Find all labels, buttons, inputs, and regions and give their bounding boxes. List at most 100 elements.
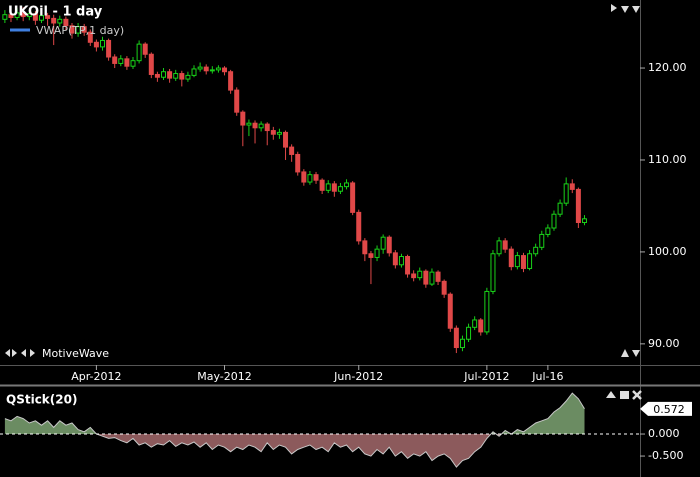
candle-body <box>581 218 587 223</box>
x-tick-label: May-2012 <box>197 370 252 383</box>
candle-body <box>173 73 179 79</box>
candle-body <box>124 58 130 67</box>
candle-body <box>75 26 81 34</box>
candle-body <box>283 131 289 148</box>
candle-body <box>545 227 551 235</box>
candle-body <box>161 71 167 78</box>
x-tick-label: Jun-2012 <box>333 370 383 383</box>
candle-body <box>112 56 118 64</box>
branding: MotiveWave <box>42 347 109 360</box>
candle-body <box>93 41 99 48</box>
icon <box>620 391 629 399</box>
candle-body <box>81 26 87 33</box>
candle-body <box>472 319 478 328</box>
candle-body <box>51 17 57 24</box>
candle-body <box>569 183 575 190</box>
candle-body <box>435 271 441 282</box>
indicator <box>0 392 640 468</box>
y-tick-label: 100.00 <box>648 245 687 258</box>
candle-body <box>276 131 282 135</box>
candle-body <box>246 122 252 126</box>
candle-body <box>563 183 569 204</box>
candle-body <box>447 293 453 329</box>
candle-body <box>87 31 93 43</box>
candle-body <box>240 111 246 126</box>
candle-body <box>191 68 197 76</box>
candle-body <box>429 271 435 285</box>
candle-body <box>386 236 392 254</box>
candle-body <box>337 186 343 192</box>
candle-body <box>459 338 465 349</box>
y-tick-label: -0.500 <box>648 449 683 462</box>
icon <box>632 350 640 357</box>
icon <box>632 6 640 13</box>
candle-body <box>313 174 319 181</box>
candle-body <box>270 130 276 135</box>
candle-body <box>502 240 508 250</box>
icon <box>12 349 17 357</box>
icon <box>632 390 642 400</box>
candle-body <box>466 326 472 340</box>
x-tick-label: Apr-2012 <box>71 370 121 383</box>
candle-body <box>453 327 459 349</box>
candles <box>2 7 587 354</box>
candle-body <box>136 43 142 62</box>
y-tick-label: 0.000 <box>648 427 680 440</box>
icon <box>621 349 629 357</box>
candle-body <box>417 270 423 279</box>
value-pointer <box>640 401 692 416</box>
candle-body <box>130 60 136 67</box>
candle-body <box>228 71 234 91</box>
candle-body <box>63 18 69 27</box>
candle-body <box>203 66 209 72</box>
candle-body <box>350 182 356 213</box>
nav-icons <box>5 4 642 400</box>
y-tick-label: 120.00 <box>648 61 687 74</box>
candle-body <box>508 248 514 268</box>
candle-body <box>368 253 374 258</box>
candle-body <box>423 270 429 285</box>
y-tick-label: 90.00 <box>648 337 680 350</box>
qstick-area <box>4 393 585 468</box>
candle-body <box>222 67 228 73</box>
candle-body <box>154 73 160 78</box>
candle-body <box>264 123 270 132</box>
candle-body <box>374 248 380 258</box>
icon <box>621 6 629 13</box>
candle-body <box>527 253 533 269</box>
candle-body <box>185 74 191 80</box>
candle-body <box>380 236 386 250</box>
qstick-line <box>4 392 585 468</box>
candle-body <box>234 89 240 113</box>
candle-body <box>411 273 417 279</box>
candle-body <box>301 171 307 183</box>
candle-body <box>209 69 215 72</box>
candle-body <box>32 13 38 21</box>
candle-body <box>2 14 8 20</box>
candle-body <box>45 15 51 19</box>
icon <box>5 349 10 357</box>
candle-body <box>14 12 20 18</box>
icon <box>611 4 617 12</box>
legend-entry: VWAP(TP,1 day) <box>36 24 124 37</box>
candle-body <box>539 233 545 248</box>
candle-body <box>8 14 14 18</box>
candle-body <box>20 12 26 18</box>
candle-body <box>289 146 295 155</box>
candle-body <box>99 39 105 48</box>
candle-body <box>179 73 185 80</box>
candle-body <box>441 280 447 295</box>
candle-body <box>197 66 203 70</box>
candle-body <box>405 256 411 275</box>
candle-body <box>557 202 563 215</box>
candle-body <box>490 253 496 292</box>
candle-body <box>57 18 63 24</box>
candle-body <box>319 179 325 191</box>
candle-body <box>575 188 581 223</box>
candle-body <box>392 252 398 266</box>
candle-body <box>148 53 154 75</box>
candle-body <box>106 39 112 58</box>
candle-body <box>484 290 490 333</box>
